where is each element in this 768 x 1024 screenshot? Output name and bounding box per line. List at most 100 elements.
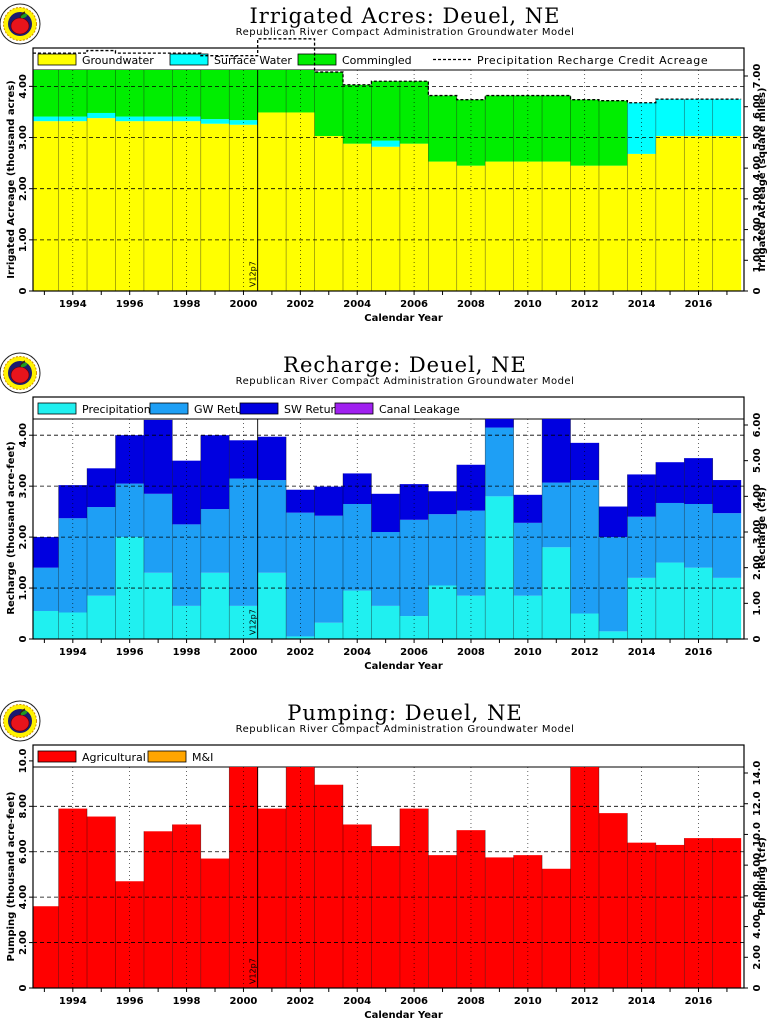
legend-label: Agricultural (82, 751, 146, 764)
ytick-label: 0 (18, 635, 29, 642)
ytick-right-label: 6.00 (752, 413, 763, 438)
bar-agricultural-2008 (456, 830, 486, 988)
chart-title: Pumping: Deuel, NE (287, 701, 522, 725)
xtick-label: 2006 (400, 996, 428, 1007)
bar-precipitation-1995 (87, 595, 116, 639)
ytick-right-label: 3.00 (752, 186, 763, 211)
bar-commingled-2011 (542, 95, 571, 162)
apple-icon (10, 714, 30, 732)
ytick-right-label: 5.00 (752, 125, 763, 150)
ytick-right-label: 7.00 (752, 64, 763, 89)
apple-leaf-icon (20, 13, 28, 19)
legend-swatch-mi (147, 750, 187, 763)
bar-sw-returns-1995 (87, 468, 116, 508)
legend-swatch-groundwater (37, 53, 77, 66)
bar-groundwater-1997 (143, 121, 173, 291)
bar-precipitation-2001 (257, 572, 287, 639)
ytick-right-label: 4.00 (752, 156, 763, 181)
xtick-label: 2008 (457, 647, 485, 658)
ytick-label: 2.00 (18, 176, 29, 201)
bar-gw-returns-2005 (371, 532, 400, 606)
ytick-right-label: 5.00 (752, 448, 763, 473)
xtick-label: 2008 (457, 299, 485, 310)
bar-groundwater-2009 (485, 161, 514, 291)
xtick-label: 2012 (571, 647, 599, 658)
bar-agricultural-2007 (428, 855, 457, 988)
xtick-label: 2010 (514, 996, 542, 1007)
legend-swatch-canal-leakage (334, 402, 374, 415)
xtick-label: 2014 (628, 647, 656, 658)
bar-groundwater-1995 (87, 118, 116, 291)
bar-sw-returns-2004 (342, 473, 372, 504)
y-axis-title: Pumping (thousand acre-feet) (6, 792, 17, 962)
bar-groundwater-2004 (342, 143, 372, 291)
bar-sw-returns-2009 (485, 419, 514, 428)
xtick-label: 1994 (59, 647, 87, 658)
ytick-label: 2.00 (18, 525, 29, 550)
bar-sw-returns-1993 (33, 537, 59, 568)
ytick-right-label: 2.00 (752, 945, 763, 970)
ytick-right-label: 10.0 (752, 822, 763, 847)
bar-agricultural-2005 (371, 846, 400, 988)
bar-surface-water-2014 (627, 102, 656, 154)
bar-gw-returns-2009 (485, 427, 514, 497)
apple-stem-icon (19, 11, 26, 19)
bar-agricultural-2009 (485, 857, 514, 988)
bar-gw-returns-1996 (115, 483, 144, 538)
bar-agricultural-2001 (257, 808, 287, 988)
bars (33, 767, 742, 988)
xtick-label: 2000 (230, 647, 258, 658)
plot-frame (32, 47, 745, 292)
xtick-label: 2008 (457, 996, 485, 1007)
plot-frame (32, 744, 745, 989)
grid (33, 767, 744, 988)
xtick-label: 1998 (173, 996, 201, 1007)
bar-sw-returns-1999 (200, 435, 230, 510)
xtick-label: 1996 (116, 996, 144, 1007)
bar-gw-returns-1997 (143, 493, 173, 573)
ytick-right-label: 2.00 (752, 555, 763, 580)
bar-sw-returns-2011 (542, 419, 571, 483)
apple-leaf-icon (20, 710, 28, 716)
bar-surface-water-2005 (371, 140, 400, 147)
bar-groundwater-1993 (33, 121, 59, 291)
bar-precipitation-1999 (200, 572, 230, 639)
bar-sw-returns-2001 (257, 436, 287, 481)
bar-groundwater-2003 (314, 135, 343, 291)
bar-sw-returns-2013 (598, 506, 628, 538)
bar-agricultural-2002 (286, 767, 315, 988)
legend-swatch-gw-returns (149, 402, 189, 415)
bar-sw-returns-1997 (143, 419, 173, 494)
bar-precipitation-2009 (485, 496, 514, 639)
bar-commingled-2005 (371, 81, 400, 141)
bar-sw-returns-2012 (570, 442, 599, 481)
ytick-right-label: 14.0 (752, 761, 763, 786)
ytick-label: 4.00 (18, 885, 29, 910)
x-axis-title: Calendar Year (364, 1010, 443, 1021)
bar-groundwater-2005 (371, 146, 400, 291)
legend-swatch-commingled (297, 53, 337, 66)
bar-gw-returns-1993 (33, 567, 59, 611)
legend-swatch-precipitation (37, 402, 77, 415)
model-version-label: V12p7 (249, 261, 258, 287)
bar-agricultural-2016 (684, 838, 713, 988)
legend-label: Groundwater (82, 54, 154, 67)
grid (33, 419, 744, 639)
apple-stem-icon (19, 708, 26, 716)
bar-agricultural-1994 (58, 808, 88, 988)
bar-gw-returns-2008 (456, 510, 486, 596)
xtick-label: 2010 (514, 299, 542, 310)
legend-label: M&I (192, 751, 213, 764)
bar-sw-returns-2017 (712, 480, 742, 514)
bar-commingled-1994 (58, 70, 88, 117)
chart-title: Irrigated Acres: Deuel, NE (250, 4, 561, 28)
xtick-label: 1998 (173, 647, 201, 658)
y-axis-right-title: Pumping (cfs) (757, 837, 768, 916)
bar-gw-returns-2013 (598, 537, 628, 632)
ytick-label: 8.00 (18, 794, 29, 819)
ytick-label: 2.00 (18, 930, 29, 955)
x-axis-title: Calendar Year (364, 313, 443, 324)
bar-sw-returns-2005 (371, 493, 400, 533)
